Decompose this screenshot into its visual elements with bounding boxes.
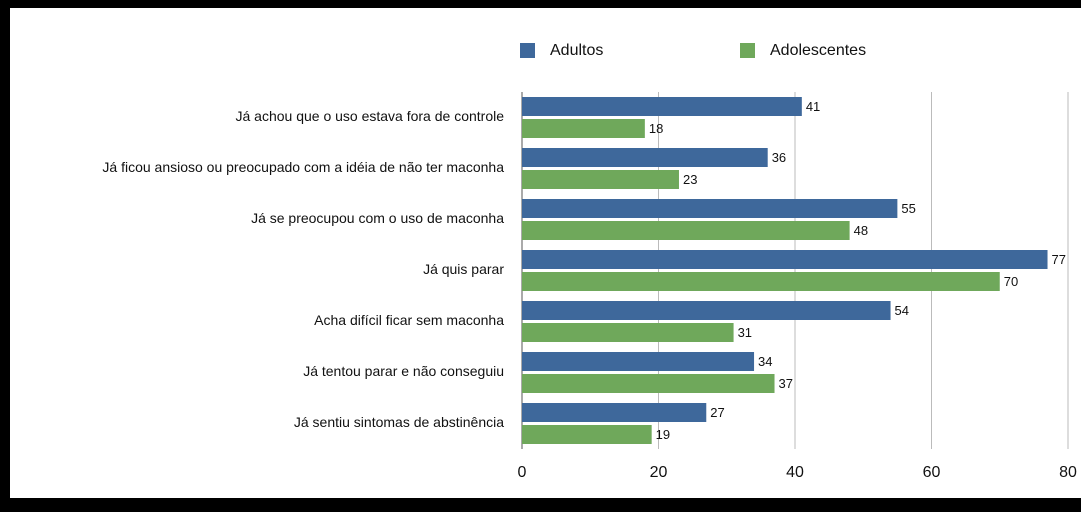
value-label: 18: [649, 121, 663, 136]
value-label: 48: [854, 223, 868, 238]
bar: [522, 221, 850, 240]
value-label: 31: [738, 325, 752, 340]
x-tick-label: 80: [1059, 464, 1077, 481]
value-label: 36: [772, 150, 786, 165]
legend-swatch: [520, 43, 535, 58]
y-tick-label: Já tentou parar e não conseguiu: [303, 363, 504, 379]
x-tick-label: 20: [650, 464, 668, 481]
bar: [522, 403, 707, 422]
value-label: 41: [806, 99, 820, 114]
x-tick-label: 40: [786, 464, 804, 481]
value-label: 77: [1052, 252, 1066, 267]
bar: [522, 199, 898, 218]
y-tick-label: Já ficou ansioso ou preocupado com a idé…: [102, 159, 504, 175]
bar: [522, 323, 734, 342]
value-label: 70: [1004, 274, 1018, 289]
bar: [522, 119, 645, 138]
bar: [522, 97, 802, 116]
y-tick-label: Já quis parar: [423, 261, 504, 277]
value-label: 37: [779, 376, 793, 391]
y-tick-label: Já se preocupou com o uso de maconha: [251, 210, 504, 226]
y-tick-label: Já achou que o uso estava fora de contro…: [235, 108, 504, 124]
value-label: 55: [901, 201, 915, 216]
bar: [522, 148, 768, 167]
bar: [522, 301, 891, 320]
value-label: 34: [758, 354, 772, 369]
legend-swatch: [740, 43, 755, 58]
value-label: 54: [895, 303, 909, 318]
bar: [522, 250, 1048, 269]
value-label: 19: [656, 427, 670, 442]
legend-label: Adolescentes: [770, 42, 866, 59]
bar: [522, 425, 652, 444]
bar: [522, 272, 1000, 291]
legend-label: Adultos: [550, 42, 603, 59]
bar: [522, 170, 679, 189]
x-tick-label: 60: [923, 464, 941, 481]
y-tick-label: Já sentiu sintomas de abstinência: [294, 414, 504, 430]
x-tick-label: 0: [518, 464, 527, 481]
bar: [522, 352, 755, 371]
y-tick-label: Acha difícil ficar sem maconha: [314, 312, 504, 328]
value-label: 23: [683, 172, 697, 187]
bar: [522, 374, 775, 393]
value-label: 27: [710, 405, 724, 420]
